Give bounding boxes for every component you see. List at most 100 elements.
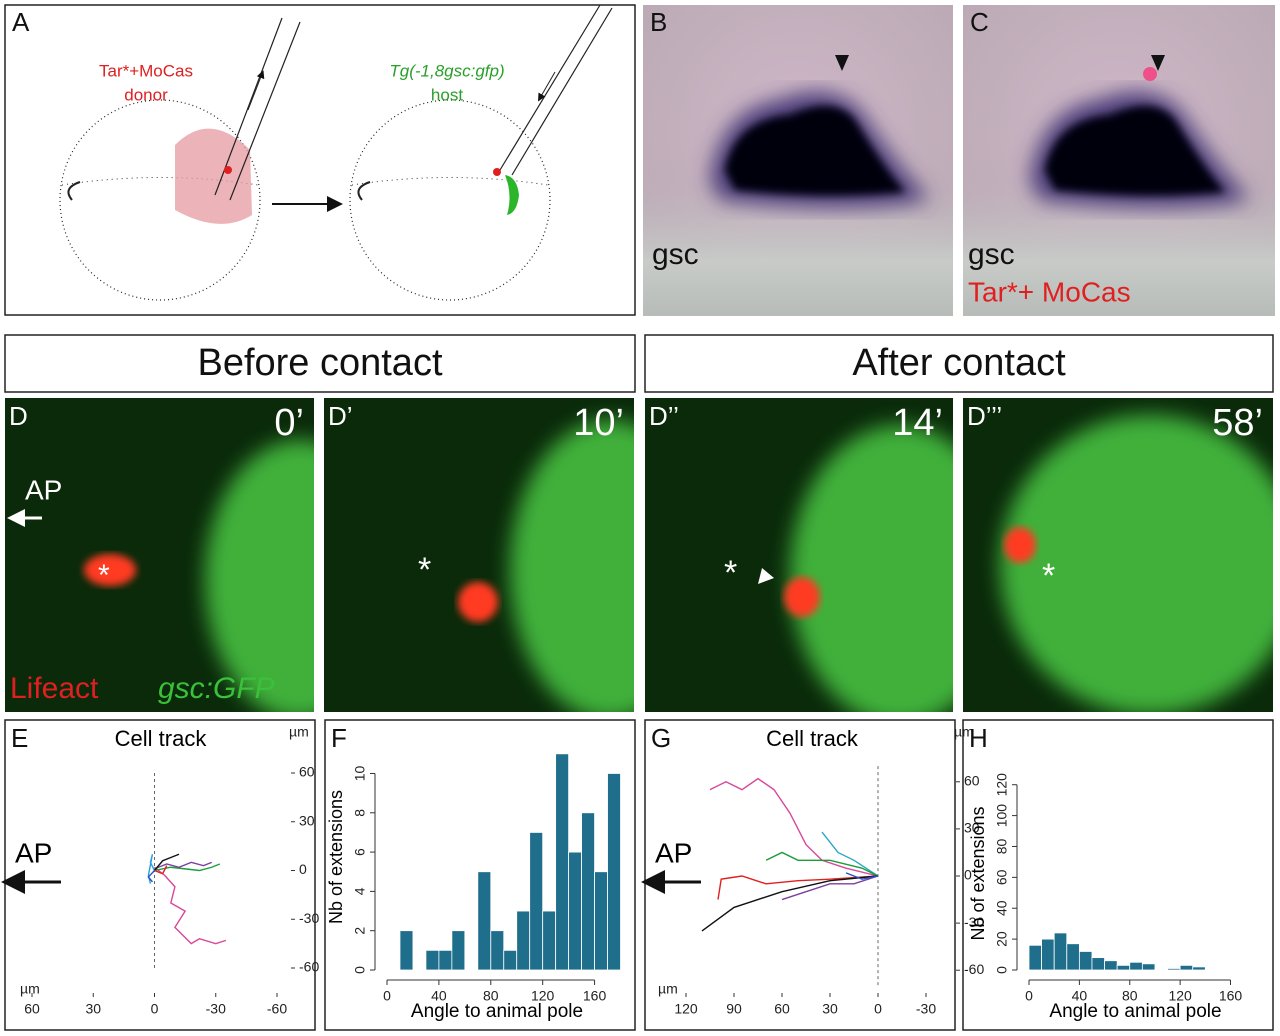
y-tick-label: 60 — [994, 869, 1010, 885]
panel-d1-image: * — [324, 398, 634, 712]
stain-label: gsc — [652, 238, 699, 271]
cell-track — [765, 851, 879, 877]
time-label: 10’ — [573, 402, 624, 444]
chart-title: Cell track — [115, 726, 208, 751]
bar — [399, 930, 414, 971]
header-frame — [4, 334, 636, 393]
bar — [503, 949, 518, 971]
y-tick-label: -30 — [964, 914, 984, 930]
x-tick-label: 0 — [383, 988, 391, 1004]
bar — [1066, 943, 1080, 971]
header: After contact — [852, 342, 1066, 384]
bar — [1129, 961, 1143, 971]
y-tick-label: 80 — [994, 838, 1010, 854]
cell-track — [821, 831, 879, 877]
panel-h-frame — [962, 719, 1274, 1031]
y-tick-label: 40 — [994, 900, 1010, 916]
bar — [425, 949, 440, 971]
x-tick-label: 0 — [151, 1001, 159, 1017]
cell-track — [717, 875, 879, 900]
x-unit: µm — [20, 981, 40, 997]
bar — [1167, 968, 1181, 971]
bar — [477, 871, 492, 971]
header-frame — [644, 334, 1274, 393]
cell-track — [154, 865, 168, 875]
bar — [1179, 964, 1194, 971]
bar — [451, 930, 466, 971]
chart-title: Cell track — [766, 726, 859, 751]
cell-track — [153, 853, 180, 871]
bar — [1141, 963, 1156, 971]
panel-b-image — [643, 5, 953, 316]
bar — [1041, 938, 1055, 971]
svg-text:*: * — [724, 554, 737, 592]
y-tick-label: 120 — [994, 773, 1010, 797]
d-labels: D 0’ D’ 10’ D’’ 14’ D’’’ 58’ — [9, 401, 1263, 444]
x-tick-label: 40 — [1072, 988, 1088, 1004]
x-tick-label: 0 — [1025, 988, 1033, 1004]
panel-label: E — [11, 723, 28, 753]
bar — [1116, 964, 1131, 971]
stain-label: gsc:GFP — [158, 672, 275, 705]
x-axis-title: Angle to animal pole — [411, 1001, 583, 1022]
donor-injection: Tar*+MoCas — [99, 61, 193, 80]
cell-track — [154, 861, 212, 870]
axis-label: AP — [25, 474, 62, 505]
y-tick-label: 4 — [352, 887, 368, 895]
bar — [529, 832, 544, 971]
x-tick-label: -30 — [916, 1001, 936, 1017]
y-tick-label: 8 — [352, 809, 368, 817]
host-label: host — [431, 85, 463, 104]
bar — [1091, 957, 1105, 971]
panel-g-frame — [644, 719, 956, 1031]
cell-track — [845, 872, 879, 880]
panel-label: G — [651, 723, 671, 753]
arrowhead — [1151, 55, 1165, 71]
bar — [607, 773, 621, 971]
y-tick-label: 0 — [964, 867, 972, 883]
bar — [516, 910, 531, 971]
x-tick-label: 120 — [531, 988, 555, 1004]
x-tick-label: 0 — [874, 1001, 882, 1017]
bar — [542, 910, 557, 971]
bar — [490, 930, 505, 971]
bar — [594, 871, 608, 971]
x-tick-label: 80 — [483, 988, 499, 1004]
y-unit: µm — [954, 724, 974, 740]
time-label: 14’ — [892, 402, 943, 444]
x-tick-label: 160 — [583, 988, 607, 1004]
bar — [1053, 932, 1068, 971]
stain-label: Lifeact — [10, 672, 99, 705]
bar — [555, 753, 570, 971]
stain-label: gsc — [968, 238, 1015, 271]
y-tick-label: 20 — [994, 931, 1010, 947]
panel-d-image — [5, 398, 314, 712]
bar — [1078, 951, 1093, 971]
cell-track — [147, 870, 156, 883]
panel-label: D’ — [328, 401, 353, 431]
y-tick-label: -60 — [964, 961, 984, 977]
panel-label: B — [650, 7, 667, 37]
panel-label: D — [9, 401, 28, 431]
y-tick-label: -30 — [299, 910, 319, 926]
y-tick-label: 0 — [299, 861, 307, 877]
x-tick-label: 40 — [431, 988, 447, 1004]
panel-a-frame — [4, 4, 636, 316]
y-tick-label: 6 — [352, 848, 368, 856]
panel-label: H — [969, 723, 988, 753]
time-label: 0’ — [274, 402, 304, 444]
panel-label: F — [331, 723, 347, 753]
bar — [1104, 960, 1118, 971]
bar — [1192, 966, 1206, 971]
x-tick-label: 30 — [822, 1001, 838, 1017]
x-tick-label: 90 — [726, 1001, 742, 1017]
x-axis-title: Angle to animal pole — [1049, 1001, 1221, 1022]
x-tick-label: 120 — [674, 1001, 698, 1017]
y-tick-label: 10 — [352, 765, 368, 781]
axis-label: AP — [15, 837, 52, 868]
y-tick-label: 30 — [964, 820, 980, 836]
x-tick-label: 30 — [85, 1001, 101, 1017]
x-tick-label: -60 — [267, 1001, 287, 1017]
